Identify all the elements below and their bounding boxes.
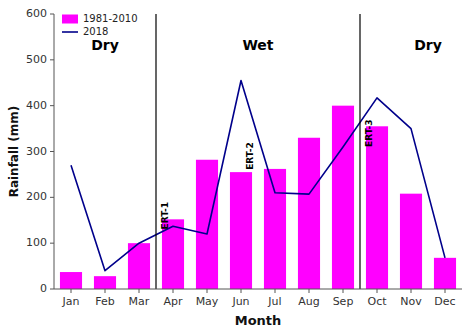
x-tick-label: Nov — [400, 295, 422, 308]
bar — [264, 169, 286, 289]
x-tick — [71, 289, 72, 293]
x-tick — [411, 289, 412, 293]
y-axis-label: Rainfall (mm) — [7, 106, 21, 198]
bar — [230, 172, 252, 289]
season-label: Dry — [414, 37, 442, 53]
x-tick-label: Jan — [62, 295, 80, 308]
y-tick — [50, 197, 54, 198]
x-tick — [377, 289, 378, 293]
bar — [196, 160, 218, 289]
boundary-label: ERT-2 — [245, 142, 255, 170]
y-tick-label: 300 — [26, 145, 47, 158]
bar — [94, 276, 116, 289]
x-axis-line — [54, 289, 462, 290]
season-boundary — [155, 14, 156, 289]
x-tick — [139, 289, 140, 293]
x-tick-label: Apr — [163, 295, 183, 308]
y-tick-label: 400 — [26, 99, 47, 112]
x-tick — [309, 289, 310, 293]
season-boundary — [359, 14, 360, 289]
season-label: Wet — [242, 37, 273, 53]
bar — [332, 106, 354, 289]
y-tick-label: 100 — [26, 236, 47, 249]
boundary-label: ERT-3 — [364, 119, 374, 147]
x-tick-label: Sep — [333, 295, 354, 308]
x-tick-label: May — [196, 295, 219, 308]
x-tick-label: Feb — [95, 295, 114, 308]
chart: 0 100 200 300 400 500 600 Jan Feb Mar Apr May Jun Jul… — [0, 0, 474, 331]
bar — [298, 138, 320, 289]
x-tick-label: Dec — [434, 295, 455, 308]
legend-label: 1981-2010 — [83, 13, 138, 24]
y-tick-label: 600 — [26, 7, 47, 20]
x-tick — [207, 289, 208, 293]
x-tick-label: Oct — [367, 295, 387, 308]
x-tick — [173, 289, 174, 293]
marks — [60, 14, 456, 289]
y-tick — [50, 151, 54, 152]
y-tick — [50, 59, 54, 60]
x-tick — [105, 289, 106, 293]
y-tick — [50, 289, 54, 290]
x-tick-label: Mar — [129, 295, 150, 308]
bar — [366, 126, 388, 289]
x-tick-label: Aug — [298, 295, 319, 308]
bar — [60, 272, 82, 289]
y-tick-label: 0 — [40, 282, 47, 295]
legend-swatch — [62, 15, 78, 24]
legend: 1981-2010 2018 — [62, 13, 138, 37]
x-axis-label: Month — [235, 313, 282, 328]
bar — [400, 194, 422, 289]
x-tick-label: Jun — [231, 295, 249, 308]
y-tick — [50, 243, 54, 244]
bar — [434, 258, 456, 289]
x-tick — [241, 289, 242, 293]
x-tick — [343, 289, 344, 293]
x-tick-label: Jul — [267, 295, 281, 308]
season-label: Dry — [91, 37, 119, 53]
y-tick — [50, 105, 54, 106]
y-tick-label: 500 — [26, 53, 47, 66]
legend-swatch — [62, 31, 78, 33]
line — [71, 80, 445, 270]
x-tick — [445, 289, 446, 293]
boundary-label: ERT-1 — [160, 202, 170, 230]
x-tick — [275, 289, 276, 293]
legend-label: 2018 — [83, 26, 108, 37]
y-tick — [50, 14, 54, 15]
y-tick-label: 200 — [26, 190, 47, 203]
